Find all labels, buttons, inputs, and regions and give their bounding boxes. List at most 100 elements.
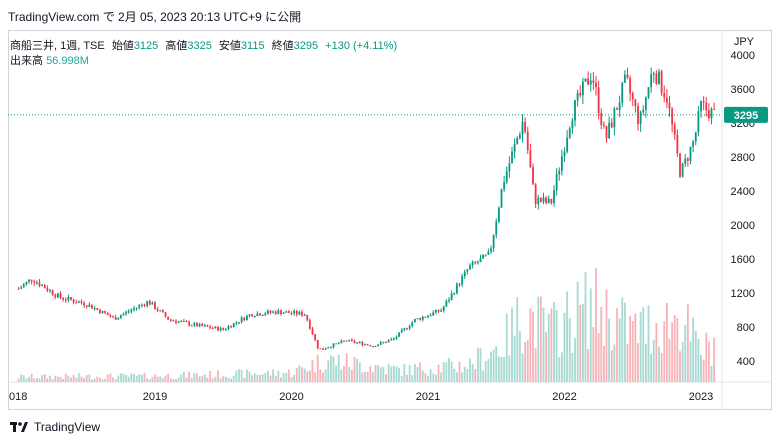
volume-bar <box>209 371 212 382</box>
candle-body <box>453 293 456 295</box>
high-value: 3325 <box>187 40 212 52</box>
candle-body <box>511 151 513 164</box>
candle-body <box>702 100 705 103</box>
candle-body <box>434 309 437 313</box>
volume-bar <box>631 321 634 382</box>
candle-body <box>374 346 377 348</box>
candle-body <box>353 340 356 343</box>
candle-body <box>358 342 361 344</box>
volume-bar <box>652 339 655 382</box>
candle-body <box>235 322 238 324</box>
candle-body <box>429 315 432 317</box>
volume-bar <box>568 318 571 382</box>
volume-bar <box>85 375 88 382</box>
candle-body <box>534 184 537 205</box>
last-price-tag <box>724 106 768 123</box>
volume-bar <box>576 281 579 382</box>
candle-body <box>424 316 427 318</box>
close-value: 3295 <box>293 40 319 52</box>
candle-body <box>91 304 93 309</box>
volume-bar <box>429 369 432 382</box>
candle-body <box>411 322 414 327</box>
candle-body <box>487 251 490 255</box>
candle-body <box>308 320 311 329</box>
candle-body <box>101 310 104 314</box>
candle-body <box>427 315 429 318</box>
candle-body <box>553 190 555 204</box>
candle-body <box>529 150 532 168</box>
volume-bar <box>366 371 369 382</box>
volume-bar <box>371 372 374 382</box>
x-tick-label: 2020 <box>279 391 303 403</box>
volume-bar <box>17 378 20 382</box>
volume-bar <box>602 345 605 382</box>
candle-body <box>605 126 608 139</box>
candle-body <box>497 207 500 222</box>
volume-bar <box>88 374 91 382</box>
candle-body <box>445 301 448 307</box>
volume-bar <box>560 352 563 382</box>
y-tick-label: 2800 <box>731 152 755 164</box>
chart-panel[interactable] <box>8 30 772 410</box>
candle-body <box>490 248 492 252</box>
candle-body <box>88 304 91 307</box>
volume-bar <box>503 356 506 382</box>
candle-body <box>230 326 233 328</box>
volume-bar <box>421 370 424 382</box>
candle-body <box>332 343 335 348</box>
candle-body <box>505 171 508 183</box>
volume-bar <box>526 340 529 382</box>
candle-body <box>400 329 403 333</box>
volume-bar <box>298 365 301 382</box>
volume-bar <box>689 341 692 382</box>
volume-bar <box>707 341 710 382</box>
candle-body <box>161 310 164 313</box>
volume-bar <box>700 355 702 382</box>
candle-body <box>600 113 603 125</box>
candle-body <box>542 197 545 202</box>
candle-body <box>177 321 180 323</box>
candle-body <box>167 316 170 320</box>
candle-body <box>70 297 72 300</box>
volume-bar <box>345 353 348 382</box>
candle-body <box>30 279 33 282</box>
header-bar: TradingView.com で 2月 05, 2023 20:13 UTC+… <box>0 0 780 30</box>
volume-bar <box>127 376 130 382</box>
candle-body <box>135 307 138 309</box>
candle-body <box>455 283 458 294</box>
candle-body <box>67 297 70 301</box>
volume-bar <box>33 378 36 382</box>
volume-bar <box>589 288 592 382</box>
candle-body <box>280 310 282 314</box>
volume-bar <box>329 355 332 382</box>
candle-body <box>705 102 708 111</box>
volume-bar <box>75 377 78 382</box>
volume-bar <box>261 374 264 382</box>
candle-body <box>80 301 83 303</box>
candle-body <box>20 287 23 289</box>
volume-bar <box>458 361 461 382</box>
candle-body <box>282 312 285 314</box>
volume-bar <box>369 366 372 382</box>
candle-body <box>461 276 464 285</box>
volume-bar <box>377 365 380 382</box>
volume-bar <box>151 376 154 382</box>
volume-bar <box>497 356 500 382</box>
candle-body <box>623 74 626 83</box>
candle-body <box>361 342 364 346</box>
candle-body <box>164 312 167 317</box>
volume-bar <box>125 375 128 382</box>
candle-body <box>343 340 345 342</box>
candle-body <box>665 97 668 103</box>
candle-body <box>274 311 277 314</box>
volume-bar <box>492 349 495 382</box>
footer-brand[interactable]: TradingView <box>10 420 100 434</box>
volume-bar <box>529 308 532 382</box>
candle-body <box>243 317 246 321</box>
candle-body <box>277 310 280 314</box>
y-tick-label: 400 <box>737 356 755 368</box>
volume-bar <box>77 373 80 382</box>
volume-bar <box>230 378 233 382</box>
candle-body <box>96 308 99 310</box>
